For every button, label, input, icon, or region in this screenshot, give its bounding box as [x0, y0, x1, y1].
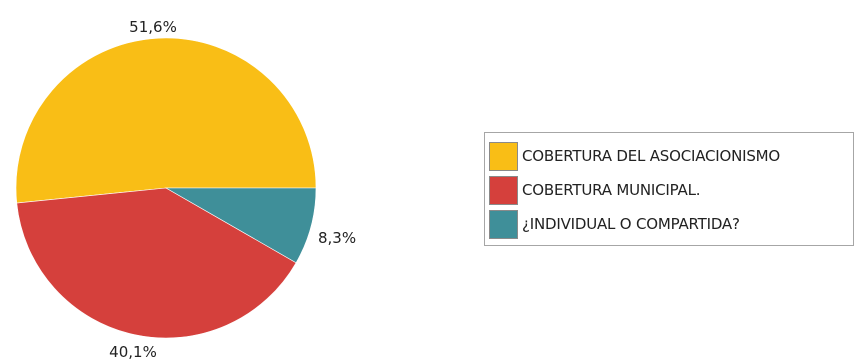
pie-slice-municipal: [16, 187, 297, 339]
data-label-individual: 8,3%: [318, 229, 356, 247]
legend-swatch-individual: [489, 209, 518, 239]
legend-swatch-municipal: [489, 175, 518, 205]
pie-slice-individual: [164, 187, 317, 264]
legend-item-asociacionismo: COBERTURA DEL ASOCIACIONISMO: [489, 139, 853, 173]
legend-label-asociacionismo: COBERTURA DEL ASOCIACIONISMO: [522, 147, 781, 165]
legend-label-municipal: COBERTURA MUNICIPAL.: [522, 181, 701, 199]
pie-slices: [15, 37, 317, 339]
chart-legend: COBERTURA DEL ASOCIACIONISMO COBERTURA M…: [484, 132, 854, 246]
legend-label-individual: ¿INDIVIDUAL O COMPARTIDA?: [522, 215, 740, 233]
legend-item-individual: ¿INDIVIDUAL O COMPARTIDA?: [489, 207, 853, 241]
data-label-municipal: 40,1%: [109, 343, 157, 361]
pie-data-labels: 51,6% 40,1% 8,3%: [109, 18, 356, 361]
pie-slice-asociacionismo: [15, 37, 317, 204]
legend-swatch-asociacionismo: [489, 141, 518, 171]
data-label-asociacionismo: 51,6%: [129, 18, 177, 36]
legend-item-municipal: COBERTURA MUNICIPAL.: [489, 173, 853, 207]
